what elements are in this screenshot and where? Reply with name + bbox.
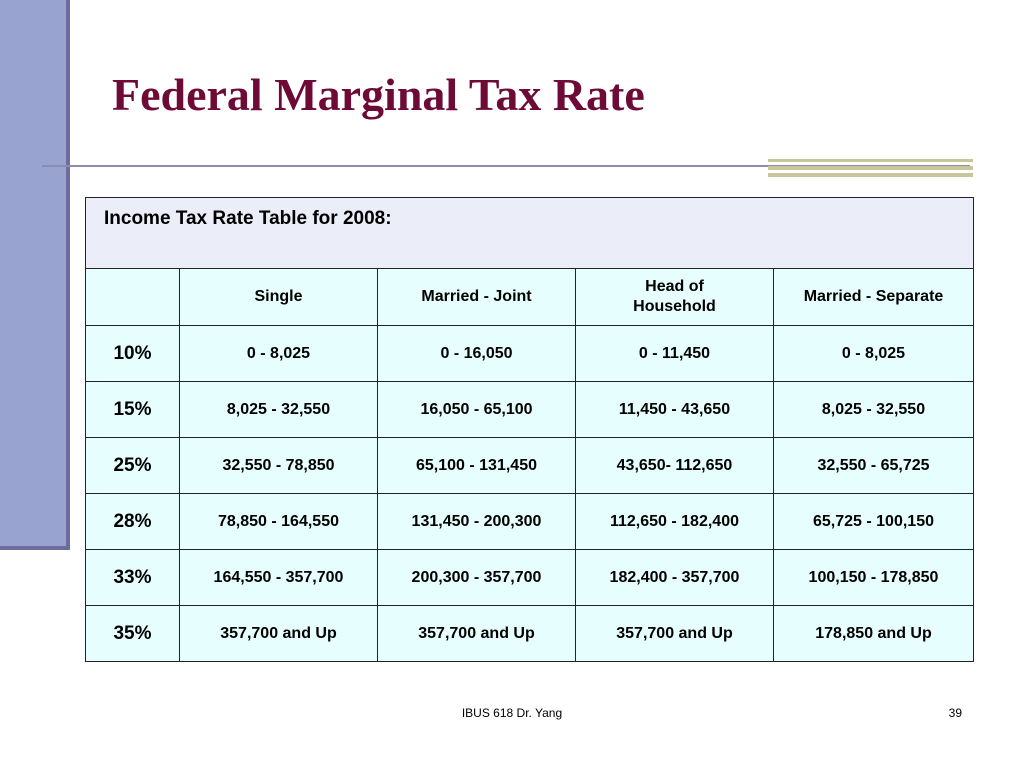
table-caption-cell: Income Tax Rate Table for 2008: — [85, 197, 974, 269]
bracket-cell: 78,850 - 164,550 — [179, 493, 378, 550]
page-number: 39 — [948, 706, 962, 720]
title-divider — [42, 165, 970, 167]
rate-cell: 10% — [85, 325, 180, 382]
table-row: 35% 357,700 and Up 357,700 and Up 357,70… — [85, 605, 974, 662]
table-row: 28% 78,850 - 164,550 131,450 - 200,300 1… — [85, 493, 974, 550]
rate-cell: 15% — [85, 381, 180, 438]
bracket-cell: 11,450 - 43,650 — [575, 381, 774, 438]
header-rate — [85, 268, 180, 326]
header-married-joint: Married - Joint — [377, 268, 576, 326]
bracket-cell: 8,025 - 32,550 — [773, 381, 974, 438]
header-married-separate: Married - Separate — [773, 268, 974, 326]
bracket-cell: 8,025 - 32,550 — [179, 381, 378, 438]
table-row: 15% 8,025 - 32,550 16,050 - 65,100 11,45… — [85, 381, 974, 438]
bracket-cell: 16,050 - 65,100 — [377, 381, 576, 438]
table-row: 10% 0 - 8,025 0 - 16,050 0 - 11,450 0 - … — [85, 325, 974, 382]
bracket-cell: 100,150 - 178,850 — [773, 549, 974, 606]
bracket-cell: 357,700 and Up — [377, 605, 576, 662]
table-header-row: Single Married - Joint Head of Household… — [85, 268, 974, 326]
bracket-cell: 164,550 - 357,700 — [179, 549, 378, 606]
rate-cell: 25% — [85, 437, 180, 494]
rate-cell: 33% — [85, 549, 180, 606]
bracket-cell: 131,450 - 200,300 — [377, 493, 576, 550]
bracket-cell: 357,700 and Up — [179, 605, 378, 662]
left-decorative-bar — [0, 0, 70, 550]
table-row: 33% 164,550 - 357,700 200,300 - 357,700 … — [85, 549, 974, 606]
rate-cell: 28% — [85, 493, 180, 550]
bracket-cell: 178,850 and Up — [773, 605, 974, 662]
table-row: 25% 32,550 - 78,850 65,100 - 131,450 43,… — [85, 437, 974, 494]
bracket-cell: 0 - 8,025 — [179, 325, 378, 382]
bracket-cell: 43,650- 112,650 — [575, 437, 774, 494]
tax-rate-table: Income Tax Rate Table for 2008: Single M… — [85, 197, 974, 662]
header-single: Single — [179, 268, 378, 326]
bracket-cell: 0 - 8,025 — [773, 325, 974, 382]
bracket-cell: 112,650 - 182,400 — [575, 493, 774, 550]
bracket-cell: 182,400 - 357,700 — [575, 549, 774, 606]
bracket-cell: 0 - 16,050 — [377, 325, 576, 382]
bracket-cell: 0 - 11,450 — [575, 325, 774, 382]
bracket-cell: 357,700 and Up — [575, 605, 774, 662]
bracket-cell: 32,550 - 78,850 — [179, 437, 378, 494]
footer-text: IBUS 618 Dr. Yang — [461, 706, 563, 720]
rate-cell: 35% — [85, 605, 180, 662]
bracket-cell: 32,550 - 65,725 — [773, 437, 974, 494]
slide-title: Federal Marginal Tax Rate — [112, 69, 645, 120]
bracket-cell: 65,725 - 100,150 — [773, 493, 974, 550]
bracket-cell: 200,300 - 357,700 — [377, 549, 576, 606]
header-head-of-household: Head of Household — [575, 268, 774, 326]
header-head-of-household-label: Head of Household — [633, 278, 716, 315]
accent-stripes — [768, 159, 973, 177]
bracket-cell: 65,100 - 131,450 — [377, 437, 576, 494]
table-caption: Income Tax Rate Table for 2008: — [104, 208, 392, 229]
